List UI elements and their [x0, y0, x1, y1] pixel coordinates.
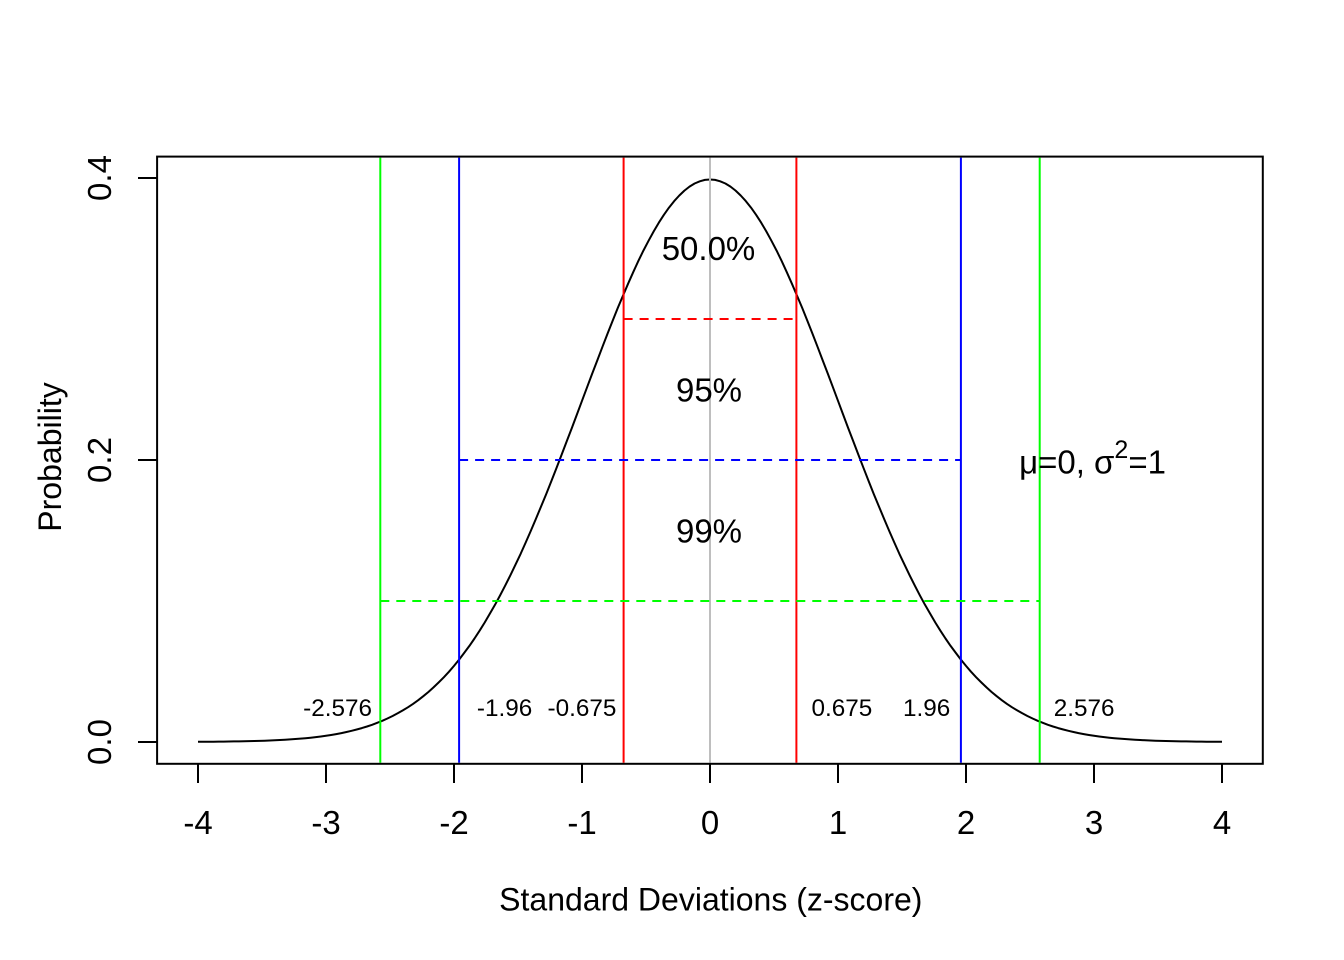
svg-text:1: 1 [829, 804, 847, 841]
svg-text:95%: 95% [676, 372, 742, 409]
svg-text:99%: 99% [676, 512, 742, 549]
svg-text:0: 0 [701, 804, 719, 841]
svg-text:-2.576: -2.576 [303, 695, 372, 722]
svg-text:-1.96: -1.96 [477, 695, 532, 722]
svg-text:-0.675: -0.675 [548, 695, 617, 722]
svg-text:-2: -2 [439, 804, 468, 841]
svg-text:Standard Deviations (z-score): Standard Deviations (z-score) [499, 881, 922, 917]
svg-text:50.0%: 50.0% [662, 230, 756, 267]
svg-text:-1: -1 [567, 804, 596, 841]
svg-text:-3: -3 [311, 804, 340, 841]
svg-text:4: 4 [1213, 804, 1231, 841]
svg-text:2.576: 2.576 [1054, 695, 1115, 722]
svg-text:Probability: Probability [32, 382, 68, 531]
svg-text:μ=0, σ2=1: μ=0, σ2=1 [1019, 436, 1166, 481]
svg-text:2: 2 [957, 804, 975, 841]
svg-text:0.2: 0.2 [81, 437, 118, 483]
svg-text:1.96: 1.96 [903, 695, 950, 722]
svg-text:0.675: 0.675 [811, 695, 872, 722]
svg-text:0.0: 0.0 [81, 719, 118, 765]
svg-text:0.4: 0.4 [81, 155, 118, 201]
svg-text:-4: -4 [183, 804, 212, 841]
svg-text:3: 3 [1085, 804, 1103, 841]
